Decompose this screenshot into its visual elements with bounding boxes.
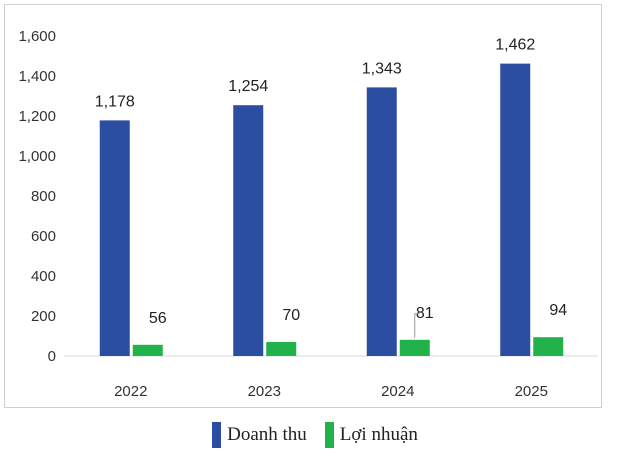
legend-swatch-loi-nhuan bbox=[324, 422, 334, 448]
bar-doanh-thu-2023 bbox=[233, 105, 264, 356]
legend: Doanh thu Lợi nhuận bbox=[0, 422, 630, 448]
data-label-loi-nhuan-2023: 70 bbox=[282, 307, 300, 324]
bar-doanh-thu-2025 bbox=[500, 63, 531, 356]
leader-line bbox=[414, 313, 420, 338]
data-label-doanh-thu-2022: 1,178 bbox=[95, 93, 135, 110]
bar-doanh-thu-2022 bbox=[99, 120, 130, 357]
data-label-loi-nhuan-2022: 56 bbox=[149, 310, 167, 327]
bar-doanh-thu-2024 bbox=[366, 87, 397, 357]
x-tick-label: 2022 bbox=[114, 383, 147, 400]
y-tick-label: 200 bbox=[31, 308, 56, 325]
y-tick-label: 1,000 bbox=[18, 148, 56, 165]
y-tick-label: 0 bbox=[48, 348, 56, 365]
x-tick-label: 2023 bbox=[248, 383, 281, 400]
legend-label-loi-nhuan: Lợi nhuận bbox=[339, 424, 418, 445]
x-tick-label: 2025 bbox=[515, 383, 548, 400]
legend-label-doanh-thu: Doanh thu bbox=[227, 424, 307, 445]
y-tick-label: 1,400 bbox=[18, 68, 56, 85]
bar-loi-nhuan-2024 bbox=[399, 339, 430, 356]
legend-swatch-doanh-thu bbox=[212, 422, 222, 448]
bar-loi-nhuan-2025 bbox=[533, 337, 564, 356]
data-label-loi-nhuan-2024: 81 bbox=[416, 305, 434, 322]
y-tick-label: 400 bbox=[31, 268, 56, 285]
data-label-doanh-thu-2023: 1,254 bbox=[228, 78, 268, 95]
data-label-doanh-thu-2025: 1,462 bbox=[495, 37, 535, 54]
legend-item-doanh-thu: Doanh thu bbox=[212, 422, 307, 448]
y-tick-label: 1,200 bbox=[18, 108, 56, 125]
x-tick-label: 2024 bbox=[381, 383, 414, 400]
bar-loi-nhuan-2022 bbox=[132, 344, 163, 356]
bar-loi-nhuan-2023 bbox=[266, 342, 297, 356]
legend-item-loi-nhuan: Lợi nhuận bbox=[324, 422, 418, 448]
data-label-loi-nhuan-2025: 94 bbox=[549, 302, 567, 319]
y-tick-label: 800 bbox=[31, 188, 56, 205]
y-tick-label: 600 bbox=[31, 228, 56, 245]
y-tick-label: 1,600 bbox=[18, 28, 56, 45]
bar-chart: 0 200 400 600 800 1,000 1,200 1,400 1,600 1,178 56… bbox=[18, 28, 598, 400]
data-label-doanh-thu-2024: 1,343 bbox=[362, 60, 402, 77]
